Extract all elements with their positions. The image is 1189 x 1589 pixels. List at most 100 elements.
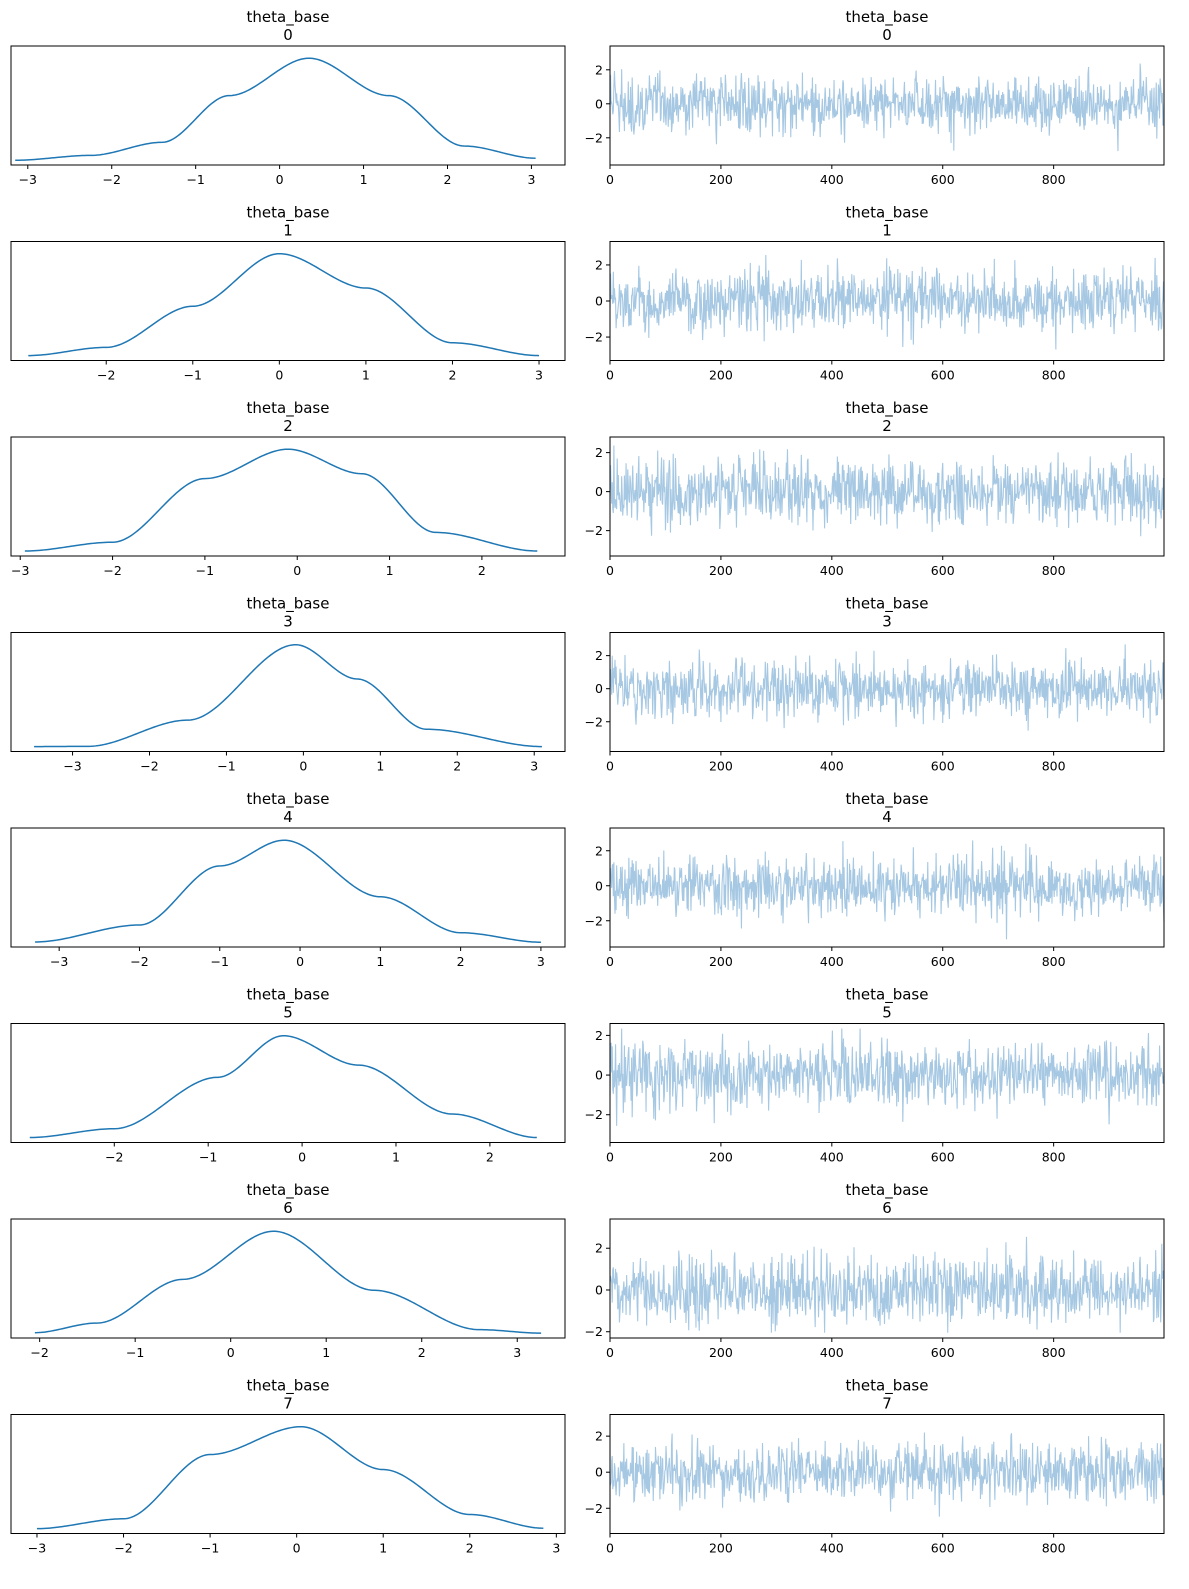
trace-line bbox=[609, 445, 1165, 537]
x-tick-label: 3 bbox=[513, 1345, 521, 1360]
trace-line bbox=[609, 644, 1165, 731]
axes-frame bbox=[10, 1414, 566, 1534]
x-tick-label: 400 bbox=[820, 954, 844, 969]
y-tick-label: 0 bbox=[595, 878, 603, 893]
x-tick-label: −1 bbox=[184, 368, 202, 383]
y-tick-label: −2 bbox=[585, 1501, 603, 1516]
panel-subtitle: 6 bbox=[283, 1199, 293, 1217]
x-tick-label: 3 bbox=[537, 954, 545, 969]
panel-subtitle: 1 bbox=[283, 222, 293, 240]
x-tick-label: 2 bbox=[448, 368, 456, 383]
x-tick-label: 600 bbox=[931, 172, 955, 187]
x-tick-label: 400 bbox=[820, 172, 844, 187]
x-tick-label: 1 bbox=[386, 563, 394, 578]
x-tick-label: 0 bbox=[606, 563, 614, 578]
x-tick-label: 200 bbox=[709, 368, 733, 383]
panel-title: theta_base bbox=[247, 204, 330, 223]
x-tick-label: 800 bbox=[1042, 954, 1066, 969]
axes-frame bbox=[10, 436, 566, 557]
trace-line bbox=[609, 840, 1165, 940]
panel-subtitle: 4 bbox=[283, 808, 293, 826]
panel-subtitle: 2 bbox=[283, 417, 293, 435]
panel-title: theta_base bbox=[247, 8, 330, 27]
x-tick-label: 2 bbox=[457, 954, 465, 969]
x-tick-label: 400 bbox=[820, 759, 844, 774]
x-tick-label: 400 bbox=[820, 1150, 844, 1165]
x-tick-label: −3 bbox=[50, 954, 68, 969]
panel-subtitle: 1 bbox=[882, 222, 892, 240]
x-tick-label: 400 bbox=[820, 563, 844, 578]
x-tick-label: 400 bbox=[820, 1345, 844, 1360]
y-tick-label: 0 bbox=[595, 96, 603, 111]
panel-title: theta_base bbox=[247, 1377, 330, 1396]
kde-curve bbox=[34, 643, 542, 748]
x-tick-label: 200 bbox=[709, 759, 733, 774]
x-tick-label: 0 bbox=[296, 954, 304, 969]
x-tick-label: 0 bbox=[606, 172, 614, 187]
y-tick-label: 0 bbox=[595, 484, 603, 499]
axes-frame bbox=[609, 1414, 1165, 1534]
x-tick-label: 0 bbox=[606, 1345, 614, 1360]
panel-subtitle: 3 bbox=[882, 613, 892, 631]
x-tick-label: 800 bbox=[1042, 1541, 1066, 1556]
axes-frame bbox=[10, 632, 566, 752]
x-tick-label: 200 bbox=[709, 172, 733, 187]
panel-title: theta_base bbox=[846, 399, 929, 418]
x-tick-label: −1 bbox=[217, 759, 235, 774]
x-tick-label: 2 bbox=[466, 1541, 474, 1556]
y-tick-label: −2 bbox=[585, 1107, 603, 1122]
x-tick-label: 0 bbox=[293, 563, 301, 578]
x-tick-label: −2 bbox=[103, 172, 121, 187]
y-tick-label: 0 bbox=[595, 294, 603, 309]
y-tick-label: 2 bbox=[595, 257, 603, 272]
x-tick-label: 600 bbox=[931, 1150, 955, 1165]
y-tick-label: 2 bbox=[595, 62, 603, 77]
y-tick-label: 2 bbox=[595, 1241, 603, 1256]
x-tick-label: −1 bbox=[199, 1150, 217, 1165]
x-tick-label: 0 bbox=[606, 759, 614, 774]
panel-subtitle: 5 bbox=[283, 1004, 293, 1022]
kde-curve bbox=[36, 1425, 544, 1530]
y-tick-label: −2 bbox=[585, 1324, 603, 1339]
x-tick-label: 800 bbox=[1042, 759, 1066, 774]
y-tick-label: 2 bbox=[595, 843, 603, 858]
panel-title: theta_base bbox=[247, 790, 330, 809]
panel-subtitle: 7 bbox=[283, 1395, 293, 1413]
panel-title: theta_base bbox=[247, 595, 330, 614]
x-tick-label: 1 bbox=[322, 1345, 330, 1360]
trace-line bbox=[609, 255, 1165, 350]
x-tick-label: −2 bbox=[130, 954, 148, 969]
panel-title: theta_base bbox=[247, 1181, 330, 1200]
x-tick-label: 0 bbox=[606, 1541, 614, 1556]
x-tick-label: 2 bbox=[444, 172, 452, 187]
axes-frame bbox=[609, 1023, 1165, 1143]
panel-title: theta_base bbox=[846, 1377, 929, 1396]
y-tick-label: 0 bbox=[595, 1282, 603, 1297]
kde-curve bbox=[24, 448, 538, 552]
x-tick-label: 0 bbox=[606, 1150, 614, 1165]
x-tick-label: 600 bbox=[931, 563, 955, 578]
x-tick-label: −3 bbox=[28, 1541, 46, 1556]
x-tick-label: −2 bbox=[103, 563, 121, 578]
x-tick-label: 1 bbox=[379, 1541, 387, 1556]
x-tick-label: 600 bbox=[931, 1345, 955, 1360]
x-tick-label: 0 bbox=[275, 368, 283, 383]
x-tick-label: −1 bbox=[201, 1541, 219, 1556]
x-tick-label: 600 bbox=[931, 954, 955, 969]
x-tick-label: 200 bbox=[709, 954, 733, 969]
x-tick-label: −2 bbox=[105, 1150, 123, 1165]
x-tick-label: 1 bbox=[392, 1150, 400, 1165]
kde-curve bbox=[29, 1034, 537, 1139]
x-tick-label: −2 bbox=[30, 1345, 48, 1360]
x-tick-label: 3 bbox=[552, 1541, 560, 1556]
